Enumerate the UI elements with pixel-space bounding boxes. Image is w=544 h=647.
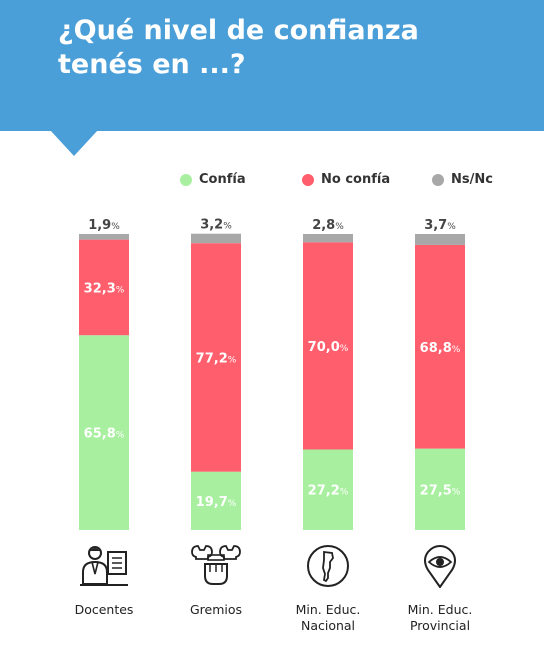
- bar-segment-confia: [79, 335, 129, 530]
- bar-segment-no-confia: [415, 244, 465, 449]
- header-banner: ¿Qué nivel de confianza tenés en ...?: [0, 0, 544, 131]
- legend-swatch-confia: [180, 173, 192, 186]
- data-label: 2,8%: [312, 218, 344, 233]
- category-label-line: Docentes: [74, 602, 134, 617]
- legend-swatch-ns-nc: [432, 173, 444, 186]
- category-label: Min. Educ. Provincial: [385, 602, 495, 634]
- category-label-line: Min. Educ.: [295, 602, 361, 617]
- data-label: 3,7%: [424, 218, 456, 233]
- data-label: 77,2%: [196, 351, 237, 366]
- category-label-line: Min. Educ.: [407, 602, 473, 617]
- bar-segment-ns-nc: [415, 234, 465, 245]
- bar-segment-confia: [303, 449, 353, 530]
- legend-label-no-confia: No confía: [321, 172, 391, 187]
- legend-item-confia: Confía: [180, 172, 246, 187]
- teacher-icon: [80, 546, 128, 586]
- data-label: 32,3%: [84, 281, 125, 296]
- wrench-fist-icon: [191, 545, 241, 585]
- data-label: 19,7%: [196, 495, 237, 510]
- bar-segment-ns-nc: [79, 234, 129, 240]
- bar-segment-ns-nc: [303, 234, 353, 243]
- page-title: ¿Qué nivel de confianza tenés en ...?: [58, 15, 419, 80]
- data-label: 65,8%: [84, 427, 125, 442]
- map-pin-eye-icon: [424, 544, 456, 588]
- legend-item-no-confia: No confía: [302, 172, 390, 187]
- data-label: 27,5%: [420, 483, 461, 498]
- data-label: 1,9%: [88, 218, 120, 233]
- data-label: 70,0%: [308, 340, 349, 355]
- data-label: 3,2%: [200, 218, 232, 233]
- bar-segment-no-confia: [191, 243, 241, 472]
- legend-item-ns-nc: Ns/Nc: [432, 172, 493, 187]
- category-label-line: Nacional: [300, 618, 356, 633]
- legend: Confía No confía Ns/Nc: [0, 172, 544, 194]
- data-label: 27,2%: [308, 484, 349, 499]
- bar-segment-no-confia: [79, 239, 129, 336]
- bar-segment-confia: [415, 448, 465, 530]
- category-label: Docentes: [49, 602, 159, 618]
- header-pointer: [50, 130, 98, 156]
- category-label-line: Provincial: [409, 618, 471, 633]
- legend-label-ns-nc: Ns/Nc: [451, 172, 493, 187]
- legend-label-confia: Confía: [199, 172, 246, 187]
- data-label: 68,8%: [420, 341, 461, 356]
- bar-segment-ns-nc: [191, 233, 241, 244]
- category-label: Min. Educ. Nacional: [273, 602, 383, 634]
- legend-swatch-no-confia: [302, 173, 314, 186]
- category-label-line: Gremios: [189, 602, 243, 617]
- argentina-map-icon: [307, 545, 349, 587]
- category-label: Gremios: [161, 602, 271, 618]
- bar-segment-no-confia: [303, 242, 353, 450]
- bar-segment-confia: [191, 471, 241, 530]
